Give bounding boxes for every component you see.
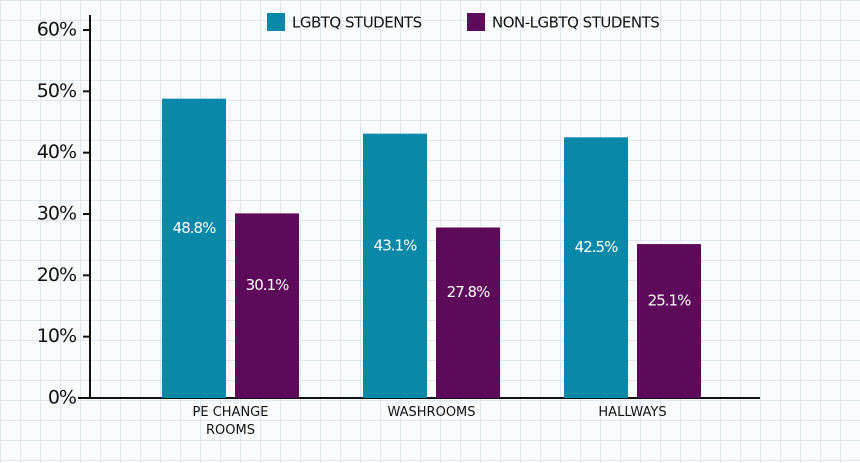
y-tick-label: 0% [48, 387, 76, 409]
value-label: 48.8% [173, 219, 216, 237]
x-tick-label: WASHROOMS [387, 405, 476, 420]
y-tick-label: 60% [37, 19, 76, 41]
value-label: 30.1% [246, 276, 289, 294]
bar [436, 227, 500, 398]
x-tick-label: PE CHANGE ROOMS [192, 405, 269, 438]
y-tick-label: 10% [37, 325, 76, 347]
legend-label: LGBTQ STUDENTS [292, 14, 422, 32]
legend-label: NON-LGBTQ STUDENTS [492, 14, 659, 32]
x-tick-label: HALLWAYS [598, 405, 667, 420]
legend-swatch [267, 13, 285, 31]
value-label: 27.8% [447, 283, 490, 301]
y-tick-label: 30% [37, 203, 76, 225]
y-tick-label: 40% [37, 141, 76, 163]
bar [637, 244, 701, 398]
value-label: 25.1% [648, 292, 691, 310]
bar [162, 98, 226, 399]
value-label: 43.1% [374, 236, 417, 254]
y-tick-label: 50% [37, 80, 76, 102]
bar [564, 137, 628, 399]
bar [235, 213, 299, 398]
bar [363, 133, 427, 399]
value-label: 42.5% [575, 238, 618, 256]
legend-swatch [467, 13, 485, 31]
y-tick-label: 20% [37, 264, 76, 286]
